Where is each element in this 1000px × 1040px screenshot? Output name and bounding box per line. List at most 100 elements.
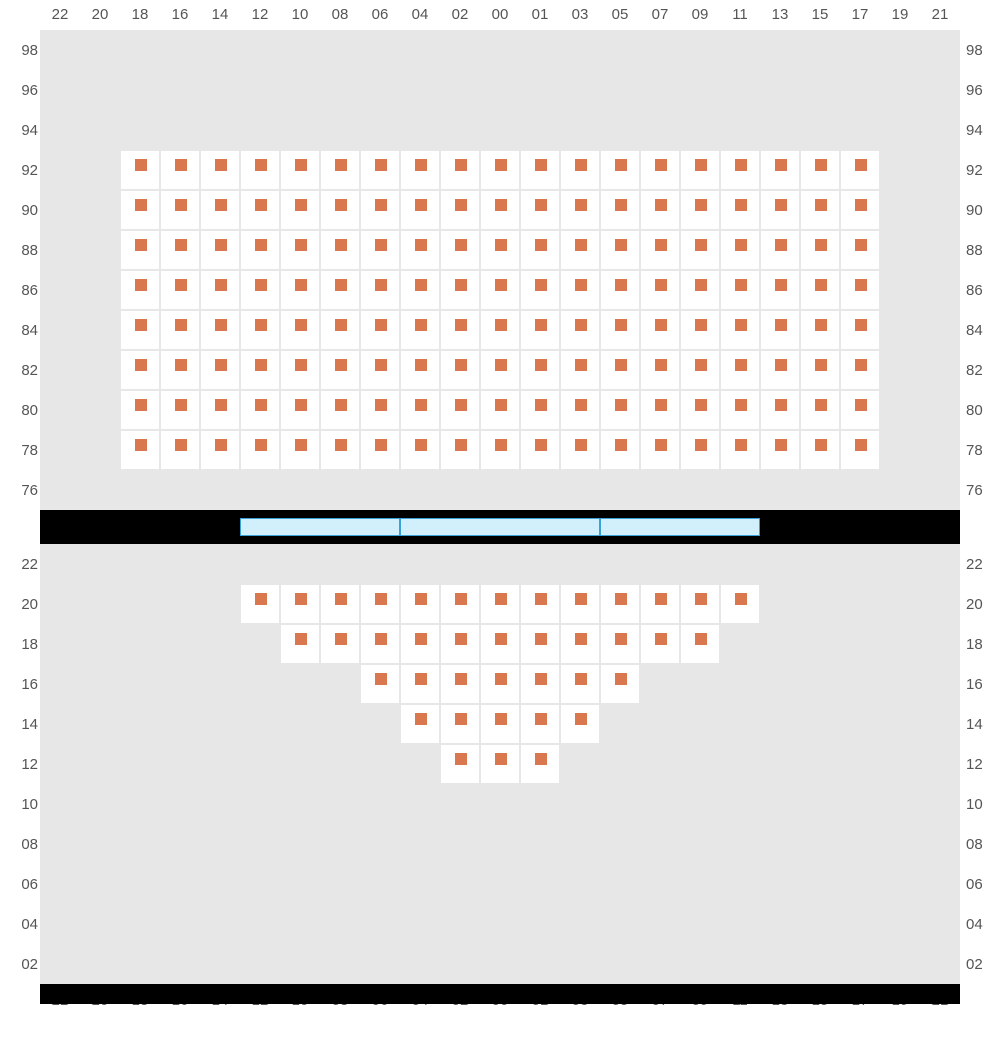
seat-cell[interactable]: [680, 430, 720, 470]
seat-cell[interactable]: [160, 270, 200, 310]
seat-cell[interactable]: [560, 190, 600, 230]
seat-cell[interactable]: [480, 270, 520, 310]
seat-cell[interactable]: [120, 390, 160, 430]
seat-cell[interactable]: [240, 350, 280, 390]
seat-cell[interactable]: [800, 150, 840, 190]
seat-cell[interactable]: [760, 270, 800, 310]
seat-cell[interactable]: [520, 350, 560, 390]
seat-cell[interactable]: [120, 190, 160, 230]
seat-cell[interactable]: [320, 190, 360, 230]
seat-cell[interactable]: [760, 190, 800, 230]
seat-cell[interactable]: [360, 584, 400, 624]
seat-cell[interactable]: [360, 270, 400, 310]
seat-cell[interactable]: [640, 150, 680, 190]
seat-cell[interactable]: [480, 744, 520, 784]
seat-cell[interactable]: [800, 230, 840, 270]
seat-cell[interactable]: [680, 584, 720, 624]
seat-cell[interactable]: [480, 664, 520, 704]
seat-cell[interactable]: [160, 150, 200, 190]
seat-cell[interactable]: [560, 350, 600, 390]
seat-cell[interactable]: [360, 624, 400, 664]
seat-cell[interactable]: [640, 390, 680, 430]
seat-cell[interactable]: [320, 584, 360, 624]
seat-cell[interactable]: [560, 664, 600, 704]
seat-cell[interactable]: [760, 310, 800, 350]
seat-cell[interactable]: [440, 744, 480, 784]
seat-cell[interactable]: [840, 310, 880, 350]
seat-cell[interactable]: [120, 150, 160, 190]
seat-cell[interactable]: [640, 430, 680, 470]
seat-cell[interactable]: [560, 150, 600, 190]
seat-cell[interactable]: [120, 310, 160, 350]
seat-cell[interactable]: [440, 430, 480, 470]
seat-cell[interactable]: [320, 270, 360, 310]
seat-cell[interactable]: [280, 310, 320, 350]
seat-cell[interactable]: [680, 390, 720, 430]
seat-cell[interactable]: [320, 150, 360, 190]
seat-cell[interactable]: [520, 704, 560, 744]
seat-cell[interactable]: [520, 230, 560, 270]
seat-cell[interactable]: [400, 270, 440, 310]
seat-cell[interactable]: [360, 430, 400, 470]
seat-cell[interactable]: [400, 350, 440, 390]
seat-cell[interactable]: [160, 310, 200, 350]
seat-cell[interactable]: [680, 624, 720, 664]
seat-cell[interactable]: [520, 744, 560, 784]
seat-cell[interactable]: [560, 430, 600, 470]
seat-cell[interactable]: [440, 150, 480, 190]
seat-cell[interactable]: [520, 190, 560, 230]
seat-cell[interactable]: [720, 190, 760, 230]
seat-cell[interactable]: [440, 270, 480, 310]
seat-cell[interactable]: [480, 350, 520, 390]
seat-cell[interactable]: [640, 584, 680, 624]
seat-cell[interactable]: [800, 430, 840, 470]
seat-cell[interactable]: [560, 624, 600, 664]
seat-cell[interactable]: [720, 430, 760, 470]
seat-cell[interactable]: [200, 230, 240, 270]
seat-cell[interactable]: [280, 230, 320, 270]
seat-cell[interactable]: [480, 390, 520, 430]
seat-cell[interactable]: [360, 350, 400, 390]
seat-cell[interactable]: [520, 624, 560, 664]
seat-cell[interactable]: [800, 350, 840, 390]
seat-cell[interactable]: [160, 190, 200, 230]
seat-cell[interactable]: [480, 310, 520, 350]
seat-cell[interactable]: [200, 150, 240, 190]
seat-cell[interactable]: [720, 310, 760, 350]
seat-cell[interactable]: [600, 150, 640, 190]
seat-cell[interactable]: [320, 390, 360, 430]
seat-cell[interactable]: [400, 390, 440, 430]
seat-cell[interactable]: [240, 150, 280, 190]
seat-cell[interactable]: [520, 584, 560, 624]
seat-cell[interactable]: [160, 390, 200, 430]
seat-cell[interactable]: [320, 310, 360, 350]
seat-cell[interactable]: [240, 390, 280, 430]
seat-cell[interactable]: [560, 390, 600, 430]
seat-cell[interactable]: [480, 190, 520, 230]
seat-cell[interactable]: [400, 664, 440, 704]
seat-cell[interactable]: [120, 230, 160, 270]
seat-cell[interactable]: [200, 390, 240, 430]
seat-cell[interactable]: [360, 664, 400, 704]
seat-cell[interactable]: [280, 390, 320, 430]
seat-cell[interactable]: [800, 270, 840, 310]
seat-cell[interactable]: [520, 664, 560, 704]
seat-cell[interactable]: [840, 270, 880, 310]
seat-cell[interactable]: [840, 230, 880, 270]
seat-cell[interactable]: [280, 150, 320, 190]
seat-cell[interactable]: [480, 704, 520, 744]
seat-cell[interactable]: [600, 390, 640, 430]
seat-cell[interactable]: [720, 270, 760, 310]
seat-cell[interactable]: [600, 310, 640, 350]
seat-cell[interactable]: [800, 310, 840, 350]
seat-cell[interactable]: [520, 150, 560, 190]
seat-cell[interactable]: [440, 190, 480, 230]
seat-cell[interactable]: [480, 430, 520, 470]
seat-cell[interactable]: [240, 584, 280, 624]
seat-cell[interactable]: [440, 350, 480, 390]
seat-cell[interactable]: [400, 150, 440, 190]
seat-cell[interactable]: [600, 664, 640, 704]
seat-cell[interactable]: [720, 584, 760, 624]
seat-cell[interactable]: [200, 270, 240, 310]
seat-cell[interactable]: [680, 230, 720, 270]
